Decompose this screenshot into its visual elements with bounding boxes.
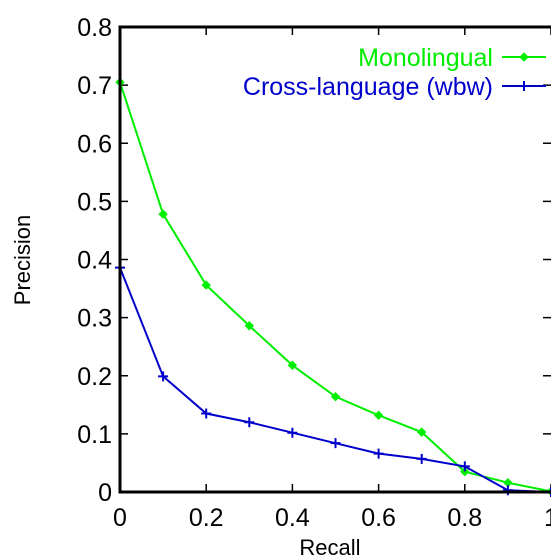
plot-frame [118,25,551,494]
series-layer [115,77,551,497]
data-point-marker [287,427,298,438]
data-point-marker [244,417,255,428]
y-tick-label: 0.3 [77,305,112,333]
x-tick-label: 0.8 [447,504,482,532]
data-point-marker [373,410,384,420]
x-tick-label: 0.2 [189,504,224,532]
data-point-marker [519,81,529,91]
y-tick-label: 0.6 [77,130,112,158]
data-point-marker [287,360,298,370]
y-tick-label: 0.8 [77,14,112,42]
data-point-marker [201,280,211,290]
x-tick-labels: 0 0.2 0.4 0.6 0.8 1 [113,504,551,532]
legend-label: Monolingual [358,44,493,72]
x-tick-label: 0 [113,504,127,532]
y-tick-label: 0 [98,479,112,507]
series-0 [115,77,551,497]
x-axis-label: Recall [299,535,360,557]
data-point-marker [330,438,341,449]
y-tick-label: 0.4 [77,247,112,275]
x-tick-label: 1 [544,504,551,532]
y-tick-labels: 0 0.1 0.2 0.3 0.4 0.5 0.6 0.7 0.8 [77,14,112,507]
data-point-marker [244,321,255,331]
data-point-marker [330,391,341,402]
series-line [119,267,551,493]
data-point-marker [158,371,169,382]
y-tick-label: 0.2 [77,363,112,391]
series-1 [115,262,551,497]
y-axis-label: Precision [10,215,35,305]
data-point-marker [416,427,427,437]
x-tick-label: 0.4 [275,504,310,532]
series-line [119,81,551,493]
data-point-marker [158,209,168,219]
data-point-marker [460,466,470,477]
data-point-marker [201,408,212,419]
data-point-marker [459,461,470,472]
data-point-marker [519,52,529,62]
data-point-marker [502,485,513,496]
y-tick-label: 0.5 [77,188,112,216]
data-point-marker [416,453,427,464]
data-point-marker [373,448,384,459]
legend-label: Cross-language (wbw) [243,73,493,101]
x-tick-label: 0.6 [361,504,396,532]
y-tick-label: 0.7 [77,72,112,100]
y-tick-label: 0.1 [77,421,112,449]
